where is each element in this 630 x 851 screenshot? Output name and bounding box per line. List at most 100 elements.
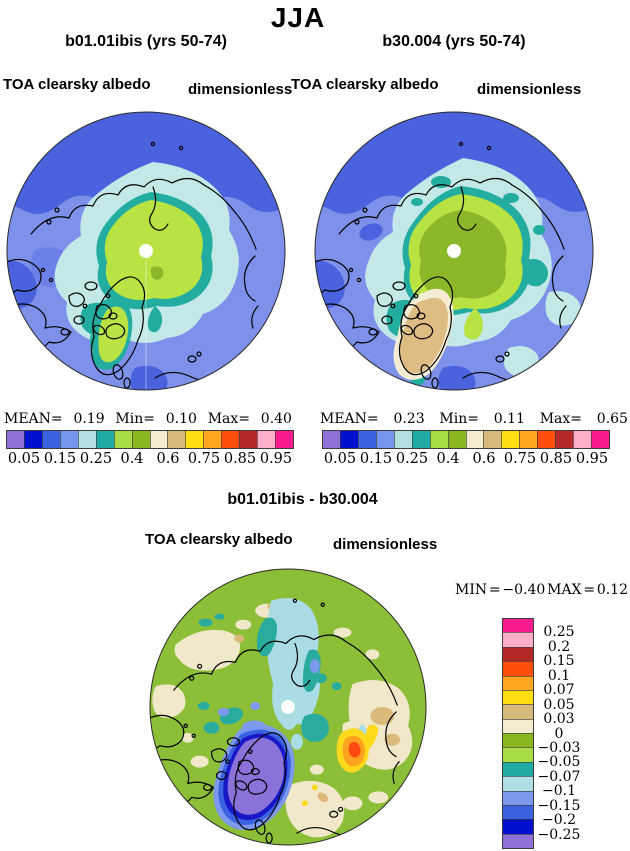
colorbar-cell xyxy=(257,431,276,448)
map-outline xyxy=(6,111,286,391)
colorbar-cell xyxy=(503,675,533,690)
colorbar-cell xyxy=(203,431,222,448)
page-title: JJA xyxy=(270,2,326,33)
colorbar-cell xyxy=(275,431,293,448)
colorbar-tick-label: 0.05 xyxy=(7,451,41,467)
min-label: MIN xyxy=(455,582,488,598)
colorbar-cell xyxy=(503,661,533,676)
panel1-colorbar xyxy=(6,430,294,449)
colorbar-cell xyxy=(555,431,574,448)
colorbar-cell xyxy=(503,804,533,820)
colorbar-cell xyxy=(375,431,394,448)
colorbar-cell xyxy=(503,790,533,805)
colorbar-cell xyxy=(591,431,609,448)
max-value: 0.12 xyxy=(596,582,628,598)
colorbar-cell xyxy=(149,431,168,448)
max-label: Max= xyxy=(539,411,582,427)
colorbar-tick-label: 0.75 xyxy=(187,451,221,467)
panel2-colorbar xyxy=(322,430,610,449)
min-value: 0.11 xyxy=(493,411,525,427)
map-difference xyxy=(149,568,427,846)
panel1-stats: MEAN= 0.19 Min= 0.10 Max= 0.40 xyxy=(4,411,292,427)
colorbar-cell xyxy=(503,704,533,719)
colorbar-cell xyxy=(339,431,358,448)
panel2-stats: MEAN= 0.23 Min= 0.11 Max= 0.65 xyxy=(320,411,628,427)
colorbar-cell xyxy=(537,431,556,448)
mean-label: MEAN= xyxy=(4,411,63,427)
colorbar-tick-label: −0.1 xyxy=(542,783,576,800)
mean-label: MEAN= xyxy=(320,411,379,427)
pole-dot xyxy=(281,700,295,714)
colorbar-tick-label: 0.95 xyxy=(259,451,293,467)
colorbar-cell xyxy=(503,632,533,647)
pole-dot xyxy=(139,244,153,258)
max-label: MAX xyxy=(547,582,582,598)
diff-title: b01.01ibis - b30.004 xyxy=(227,491,378,508)
colorbar-tick-label: 0.25 xyxy=(395,451,429,467)
diff-variable-label: TOA clearsky albedo xyxy=(145,531,293,548)
colorbar-cell xyxy=(501,431,520,448)
colorbar-cell xyxy=(503,747,533,762)
colorbar-cell xyxy=(357,431,376,448)
contour-fills xyxy=(315,112,593,390)
map-outline xyxy=(149,568,427,846)
mean-value: 0.19 xyxy=(73,411,105,427)
panel2-units-label: dimensionless xyxy=(477,81,582,98)
colorbar-tick-label: 0.2 xyxy=(547,638,571,655)
map-b30-004 xyxy=(314,111,594,391)
colorbar-tick-label: −0.07 xyxy=(537,768,581,785)
colorbar-cell xyxy=(7,431,24,448)
colorbar-tick-label: −0.05 xyxy=(537,754,581,771)
positive-anomaly-hotspot xyxy=(301,724,379,807)
diff-colorbar xyxy=(502,618,534,849)
colorbar-cell xyxy=(59,431,78,448)
panel1-title: b01.01ibis (yrs 50-74) xyxy=(65,33,227,50)
colorbar-tick-label: 0.03 xyxy=(543,711,575,728)
min-value: −0.40 xyxy=(502,582,546,598)
colorbar-tick-label: 0.4 xyxy=(120,451,144,467)
colorbar-tick-label: −0.15 xyxy=(537,797,581,814)
colorbar-cell xyxy=(503,689,533,705)
colorbar-tick-label: 0.05 xyxy=(543,696,575,713)
colorbar-cell xyxy=(411,431,430,448)
diff-units-label: dimensionless xyxy=(333,536,438,553)
colorbar-cell xyxy=(77,431,96,448)
colorbar-tick-label: 0.25 xyxy=(79,451,113,467)
colorbar-cell xyxy=(503,776,533,791)
colorbar-cell xyxy=(503,761,533,777)
colorbar-cell xyxy=(185,431,204,448)
colorbar-cell xyxy=(167,431,186,448)
map-outline xyxy=(314,111,594,391)
colorbar-cell xyxy=(503,646,533,662)
pole-dot xyxy=(447,244,461,258)
min-label: Min= xyxy=(115,411,155,427)
colorbar-cell xyxy=(465,431,484,448)
colorbar-cell xyxy=(131,431,150,448)
panel1-units-label: dimensionless xyxy=(188,81,293,98)
colorbar-tick-label: 0.07 xyxy=(543,682,575,699)
colorbar-tick-label: 0.85 xyxy=(539,451,573,467)
colorbar-tick-label: 0.75 xyxy=(503,451,537,467)
colorbar-tick-label: 0.6 xyxy=(472,451,496,467)
colorbar-cell xyxy=(503,733,533,748)
map-b01-01ibis xyxy=(6,111,286,391)
diff-stats: MIN = −0.40 MAX = 0.12 xyxy=(455,582,628,598)
diff-colorbar-ticks: 0.25 0.2 0.15 0.1 0.07 0.05 0.03 0 −0.03 −0.05 −0.… xyxy=(534,618,584,849)
colorbar-cell xyxy=(95,431,114,448)
colorbar-cell xyxy=(323,431,340,448)
colorbar-tick-label: −0.03 xyxy=(537,739,581,756)
panel2-variable-label: TOA clearsky albedo xyxy=(291,76,439,93)
colorbar-cell xyxy=(519,431,538,448)
panel1-variable-label: TOA clearsky albedo xyxy=(3,76,151,93)
colorbar-tick-label: 0.25 xyxy=(543,624,575,641)
colorbar-tick-label: 0.15 xyxy=(359,451,393,467)
colorbar-cell xyxy=(429,431,448,448)
colorbar-cell xyxy=(573,431,592,448)
colorbar-tick-label: 0 xyxy=(554,725,564,742)
colorbar-cell xyxy=(483,431,502,448)
colorbar-cell xyxy=(503,833,533,848)
colorbar-tick-label: 0.15 xyxy=(543,653,575,670)
colorbar-tick-label: 0.95 xyxy=(575,451,609,467)
mean-value: 0.23 xyxy=(393,411,425,427)
